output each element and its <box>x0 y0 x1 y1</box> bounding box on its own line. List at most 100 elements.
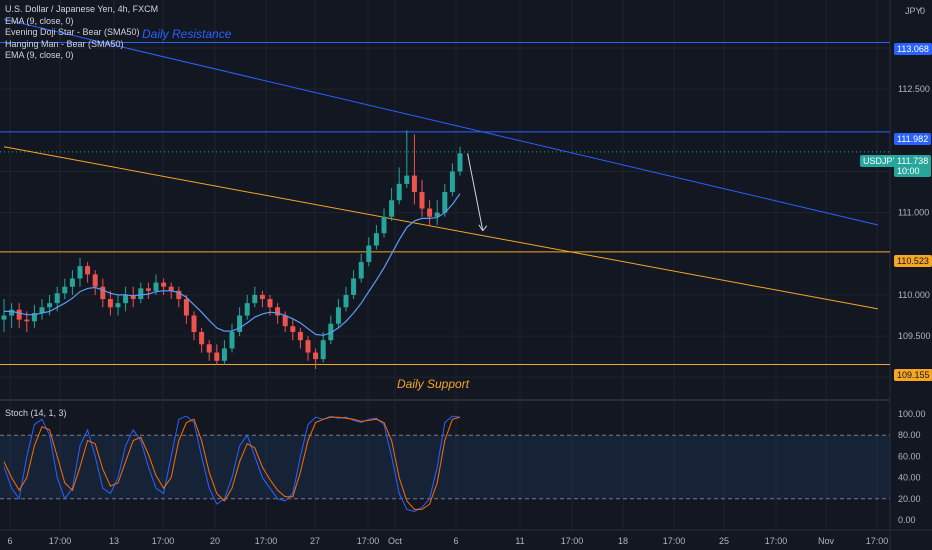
candle-body <box>85 266 91 275</box>
candle-body <box>427 208 433 217</box>
candle-body <box>229 331 235 349</box>
forecast-arrow <box>467 153 488 232</box>
candle-body <box>62 286 68 294</box>
candle-body <box>358 262 364 279</box>
stoch-tick: 20.00 <box>898 494 921 504</box>
candle-body <box>237 315 243 332</box>
candle-body <box>214 352 220 361</box>
candle-body <box>107 299 113 308</box>
candle-body <box>199 331 205 345</box>
ema-line <box>4 193 461 336</box>
stoch-k-line <box>3 415 461 513</box>
stoch-title[interactable]: Stoch (14, 1, 3) <box>5 408 67 418</box>
candle-body <box>290 326 296 332</box>
candle-body <box>100 286 106 300</box>
trendlines <box>3 18 879 310</box>
indicator-hanging-man[interactable]: Hanging Man - Bear (SMA50) <box>5 38 124 49</box>
scale-mode[interactable]: 0 <box>920 6 925 16</box>
candle-body <box>328 323 334 341</box>
time-tick: 11 <box>515 536 524 546</box>
candle-body <box>335 307 341 324</box>
time-tick: 17:00 <box>49 536 72 546</box>
candle-body <box>153 282 159 291</box>
candle-body <box>343 294 349 308</box>
resistance-annotation: Daily Resistance <box>142 27 232 41</box>
time-tick: 13 <box>109 536 119 546</box>
support-price-label: 109.155 <box>894 369 932 381</box>
candle-body <box>419 192 425 209</box>
resistance-trend-line <box>3 18 879 226</box>
countdown: 10:00 <box>897 166 920 176</box>
price-tick: 110.000 <box>898 290 930 300</box>
symbol-label: USDJPY <box>860 155 902 167</box>
stoch-tick: 100.00 <box>898 409 926 419</box>
candle-body <box>47 303 53 308</box>
indicator-evening-doji[interactable]: Evening Doji Star - Bear (SMA50) <box>5 27 140 37</box>
time-tick: 17:00 <box>357 536 380 546</box>
candle-body <box>244 303 250 316</box>
last-price: 111.738 <box>897 156 929 166</box>
time-tick: 17:00 <box>765 536 788 546</box>
candle-body <box>252 294 258 304</box>
time-tick: 25 <box>719 536 729 546</box>
candle-body <box>442 192 448 213</box>
support-annotation: Daily Support <box>397 377 470 391</box>
candle-body <box>138 288 144 300</box>
candle-body <box>115 303 121 308</box>
upper-price-label: 111.982 <box>894 133 932 145</box>
symbol-title[interactable]: U.S. Dollar / Japanese Yen, 4h, FXCM <box>5 4 159 14</box>
candle-body <box>39 307 45 314</box>
candle-body <box>434 212 440 217</box>
arrow-head <box>478 224 488 232</box>
candle-body <box>161 282 167 287</box>
candle-body <box>77 266 83 279</box>
candle-body <box>305 340 311 353</box>
stoch-tick: 40.00 <box>898 473 921 483</box>
indicator-ema-2[interactable]: EMA (9, close, 0) <box>5 50 74 60</box>
price-tick: 111.000 <box>898 208 929 218</box>
candle-body <box>351 278 357 295</box>
time-axis[interactable]: 6 17:00 13 17:00 20 17:00 27 17:00 Oct 6 11 17:00 18… <box>7 536 888 546</box>
price-axis[interactable]: 113.000112.500111.500111.000110.000109.5… <box>898 43 931 382</box>
candle-body <box>69 278 75 287</box>
candle-body <box>275 307 281 316</box>
time-tick: 17:00 <box>663 536 686 546</box>
candle-body <box>92 274 98 287</box>
time-tick: 6 <box>7 536 12 546</box>
candle-body <box>457 153 463 172</box>
candle-body <box>176 290 182 300</box>
candle-body <box>449 171 455 193</box>
candle-body <box>389 200 395 217</box>
candle-body <box>267 299 273 308</box>
horizontal-levels <box>0 41 890 365</box>
candle-body <box>259 294 265 300</box>
candle-body <box>373 233 379 246</box>
time-tick: 18 <box>618 536 628 546</box>
price-tick: 112.500 <box>898 84 930 94</box>
candle-body <box>282 315 288 327</box>
candle-body <box>396 183 402 201</box>
candle-body <box>206 344 212 353</box>
stoch-d-line <box>3 416 461 510</box>
time-tick: 20 <box>210 536 220 546</box>
candle-body <box>297 331 303 341</box>
candle-body <box>130 294 136 300</box>
stoch-panel <box>0 415 890 513</box>
candle-body <box>123 294 129 304</box>
stoch-axis: 100.00 80.00 60.00 40.00 20.00 0.00 <box>898 409 926 525</box>
indicator-ema-1[interactable]: EMA (9, close, 0) <box>5 15 74 26</box>
candle-body <box>221 348 227 361</box>
candle-body <box>191 315 197 332</box>
candle-body <box>145 288 151 291</box>
stoch-tick: 80.00 <box>898 430 921 440</box>
candle-body <box>381 216 387 234</box>
last-price-label: 111.738 10:00 <box>894 155 932 177</box>
time-tick: 27 <box>310 536 320 546</box>
currency-label: JPY <box>905 6 922 16</box>
support-trend-line <box>3 146 879 310</box>
stoch-band-fill <box>0 435 890 499</box>
candle-body <box>31 313 37 322</box>
stoch-tick: 0.00 <box>898 515 916 525</box>
